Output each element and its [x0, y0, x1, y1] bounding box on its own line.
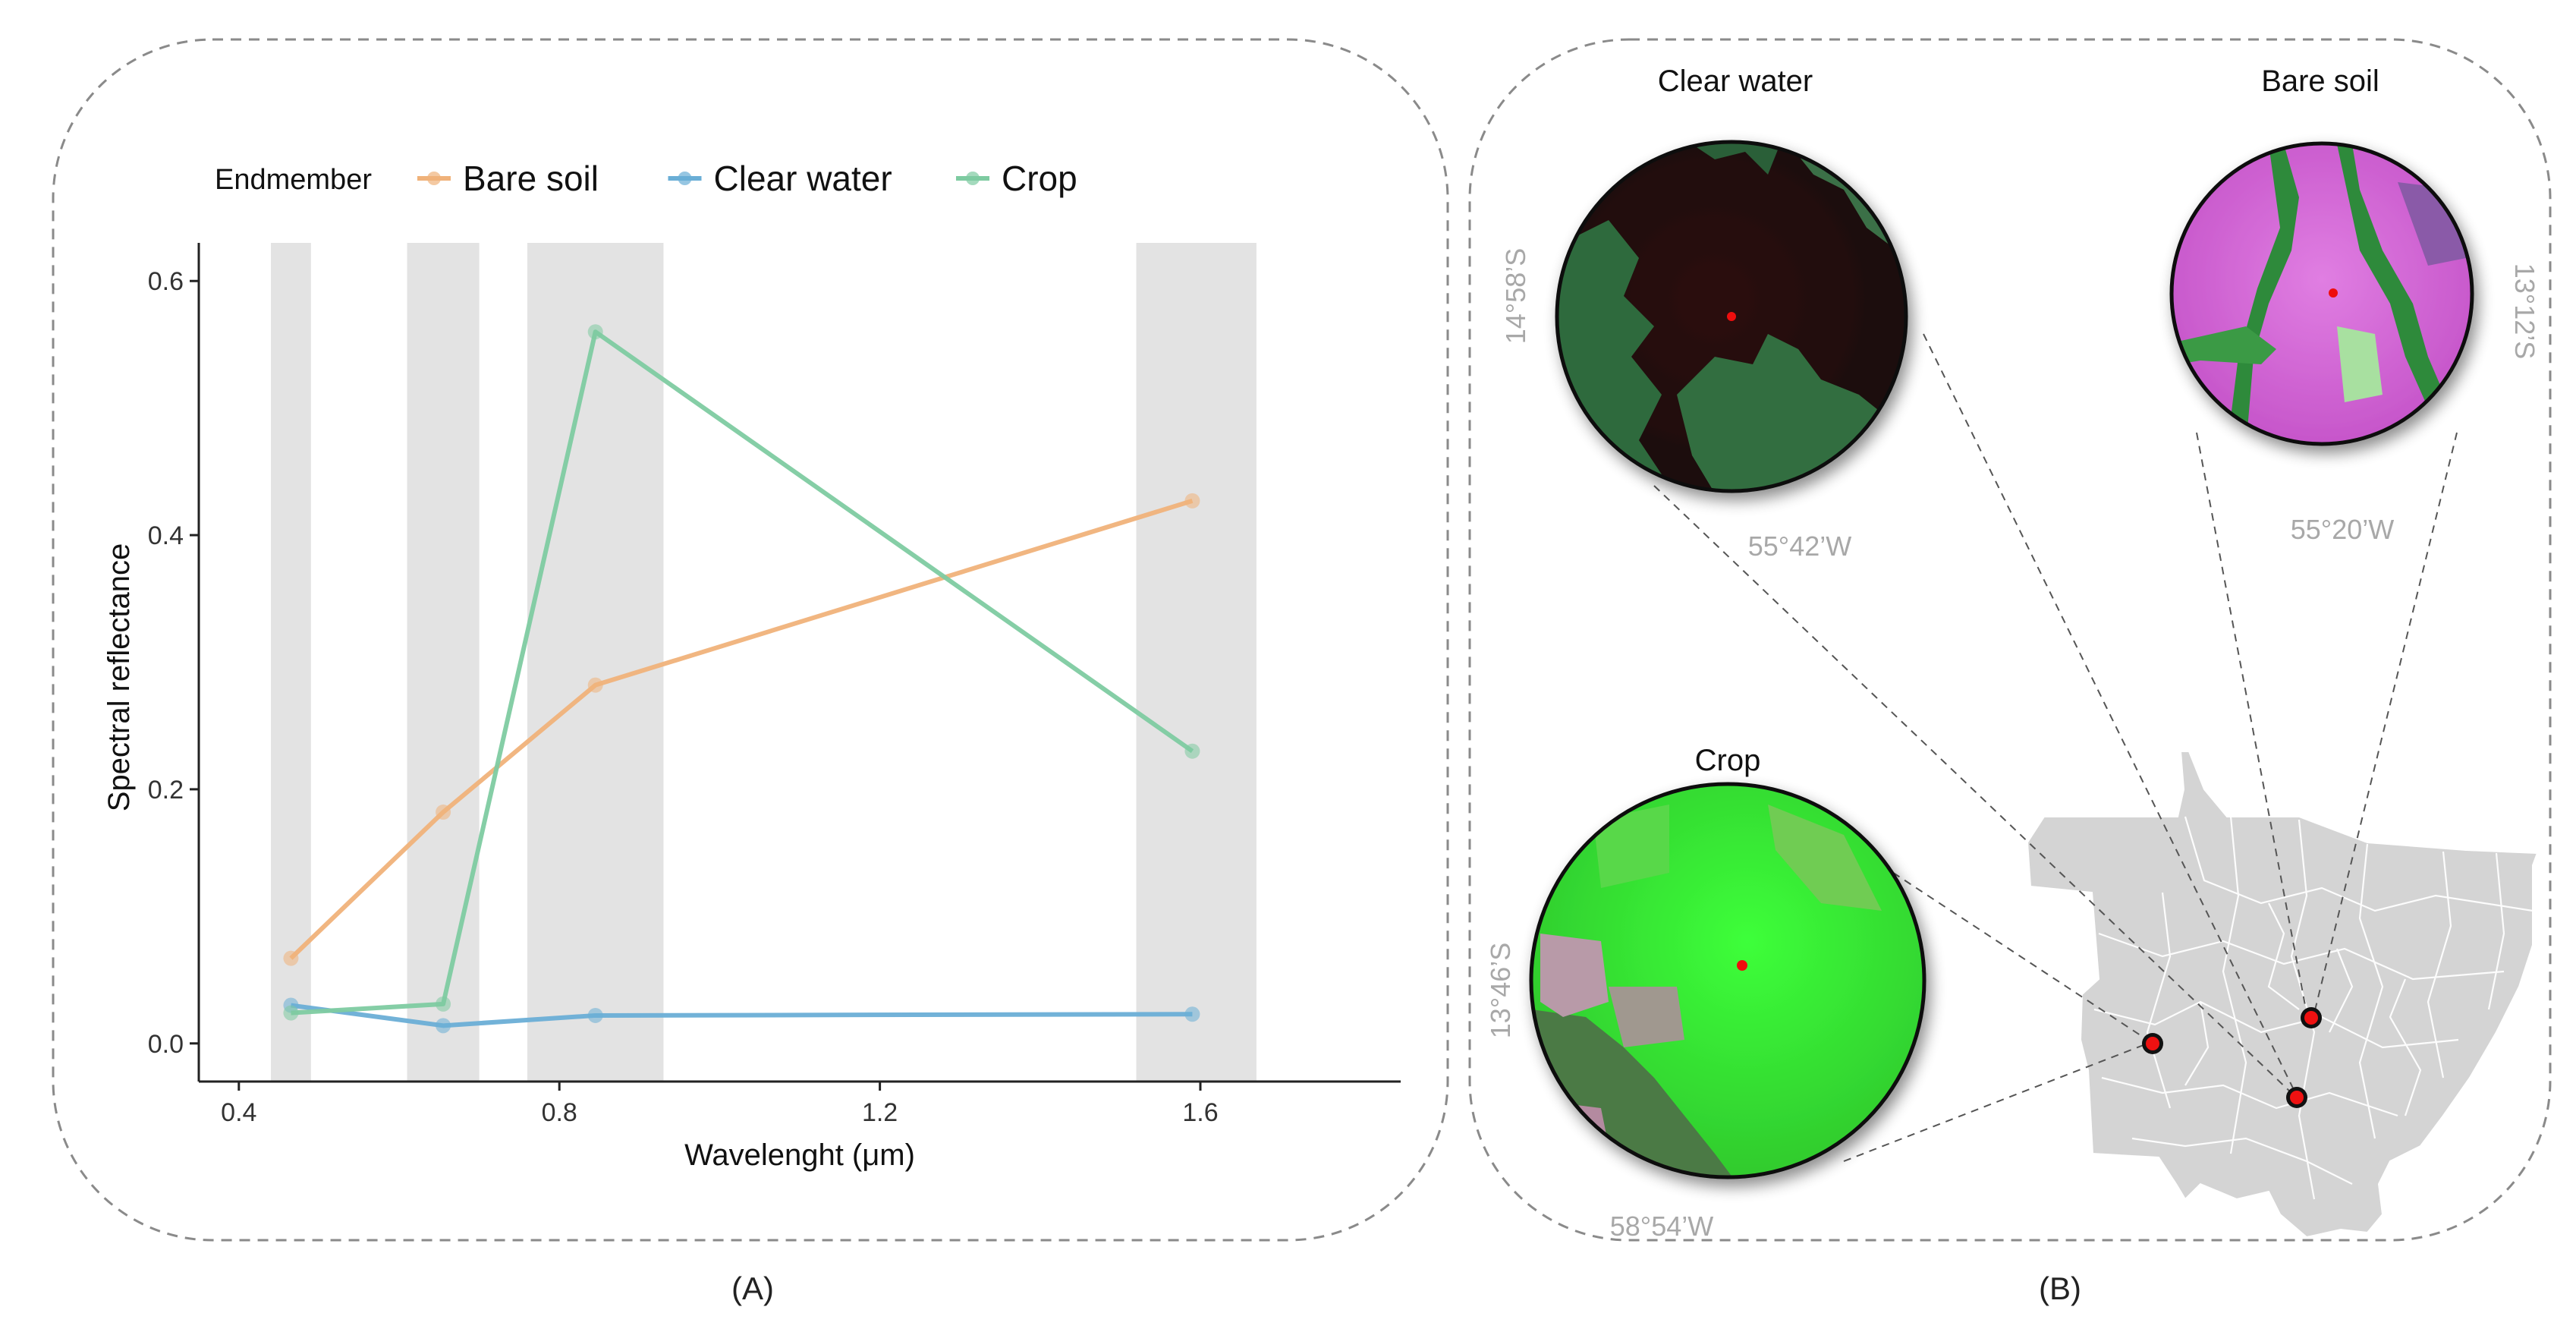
legend-key	[678, 172, 692, 185]
y-tick-label: 0.2	[148, 776, 184, 805]
legend-label: Bare soil	[463, 159, 599, 198]
x-tick-label: 1.6	[1182, 1098, 1218, 1127]
field-patch	[1593, 805, 1669, 888]
inset-lat-bare-soil: 13°12’S	[2509, 263, 2540, 360]
inset-title-bare-soil: Bare soil	[2261, 65, 2379, 98]
panel-a-frame	[52, 38, 1449, 1242]
data-point	[1184, 1006, 1200, 1022]
inset-lon-bare-soil: 55°20’W	[2291, 514, 2394, 545]
data-point	[1184, 743, 1200, 759]
x-tick-label: 1.2	[862, 1098, 898, 1127]
x-tick-label: 0.4	[221, 1098, 256, 1127]
data-point	[436, 996, 451, 1012]
x-tick-label: 0.8	[542, 1098, 577, 1127]
data-point	[1184, 493, 1200, 509]
panel-b-frame	[1468, 38, 2552, 1242]
y-tick-label: 0.4	[148, 521, 184, 550]
data-point	[587, 1007, 603, 1023]
data-point	[283, 950, 299, 966]
data-point	[436, 1018, 451, 1034]
state-shape	[2026, 751, 2539, 1239]
series-line-1	[291, 1003, 1193, 1028]
spectral-chart: 0.4 0.8 1.2 1.6 0.0 0.2 0.4 0.6 Wavelenght (μm) S…	[102, 159, 1401, 1172]
y-axis-title: Spectral reflectance	[102, 543, 136, 812]
inset-lat-crop: 13°46’S	[1485, 943, 1516, 1039]
band-4	[1136, 243, 1257, 1082]
band-shading	[271, 243, 1257, 1082]
inset-clear-water	[1555, 140, 1908, 493]
state-map	[2026, 751, 2539, 1239]
x-axis-title: Wavelenght (μm)	[684, 1138, 915, 1172]
series-layer	[283, 324, 1200, 1034]
band-1	[271, 243, 311, 1082]
municipality-borders	[2093, 816, 2534, 1200]
series-line-0	[289, 499, 1194, 960]
vegetation-strip	[2227, 144, 2299, 444]
data-point	[587, 324, 603, 340]
pasture-patch	[1609, 987, 1684, 1047]
inset-lon-crop: 58°54’W	[1610, 1211, 1713, 1242]
band-3	[527, 243, 664, 1082]
y-tick-label: 0.6	[148, 267, 184, 296]
y-tick-label: 0.0	[148, 1030, 184, 1059]
data-point	[436, 805, 451, 820]
panel-b-label: (B)	[2039, 1271, 2081, 1306]
legend-label: Crop	[1002, 159, 1077, 198]
chart-legend: Endmember Bare soil Clear water Crop	[215, 159, 1077, 198]
map-marker-crop	[2142, 1033, 2163, 1054]
vegetation-strip	[2337, 144, 2451, 425]
chart-axes: 0.4 0.8 1.2 1.6 0.0 0.2 0.4 0.6 Wavelenght (μm) S…	[102, 243, 1401, 1172]
panel-a-label: (A)	[731, 1271, 774, 1306]
band-2	[407, 243, 480, 1082]
legend-key	[966, 172, 980, 185]
legend-key	[427, 172, 441, 185]
inset-lon-clear-water: 55°42’W	[1748, 531, 1851, 562]
series-line-2	[291, 329, 1194, 1016]
vegetation-strip	[2178, 326, 2276, 364]
legend-title: Endmember	[215, 164, 372, 196]
map-marker-water	[2286, 1087, 2307, 1108]
inset-title-crop: Crop	[1695, 744, 1761, 777]
connector-lines	[1653, 333, 2458, 1162]
light-field	[2337, 326, 2383, 402]
inset-crop	[1529, 782, 1926, 1179]
inset-lat-clear-water: 14°58’S	[1500, 248, 1531, 345]
data-point	[587, 677, 603, 693]
data-point	[283, 1005, 299, 1021]
field-patch	[1768, 805, 1882, 911]
inset-bare-soil	[2169, 141, 2474, 446]
map-marker-soil	[2301, 1007, 2322, 1028]
inset-title-clear-water: Clear water	[1658, 65, 1813, 98]
legend-label: Clear water	[714, 159, 892, 198]
pasture-patch	[1540, 934, 1609, 1017]
